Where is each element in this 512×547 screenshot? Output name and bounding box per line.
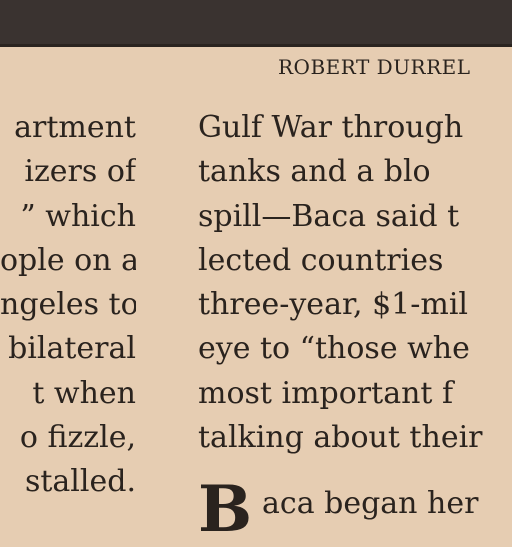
text-line: eye to “those whe — [198, 331, 470, 367]
text-line: ople on a — [0, 242, 136, 278]
text-line: most important f — [198, 375, 454, 411]
right-column: Gulf War through tanks and a blo spill—B… — [198, 106, 512, 460]
text-line: lected countries — [198, 242, 444, 278]
text-line: three-year, $1-mil — [198, 287, 469, 323]
text-line: spill—Baca said t — [198, 198, 460, 234]
text-line: talking about their — [198, 420, 483, 456]
header-rule — [0, 44, 512, 47]
text-line: o fizzle, — [19, 420, 136, 456]
text-line: t when — [32, 375, 136, 411]
text-line: Gulf War through — [198, 110, 464, 145]
text-line: stalled. — [24, 464, 136, 500]
text-line: artment — [14, 110, 136, 145]
header-band — [0, 0, 512, 44]
text-line: ngeles to — [0, 287, 136, 323]
drop-cap: B — [198, 472, 253, 547]
text-line: bilateral — [8, 331, 136, 367]
text-line: tanks and a blo — [198, 154, 431, 190]
left-column: artment izers of ” which ople on a ngele… — [0, 106, 136, 505]
paragraph-start: aca began her — [262, 486, 479, 521]
text-line: ” which — [20, 198, 136, 234]
text-line: izers of — [24, 154, 136, 190]
photo-credit: ROBERT DURREL — [278, 55, 471, 79]
